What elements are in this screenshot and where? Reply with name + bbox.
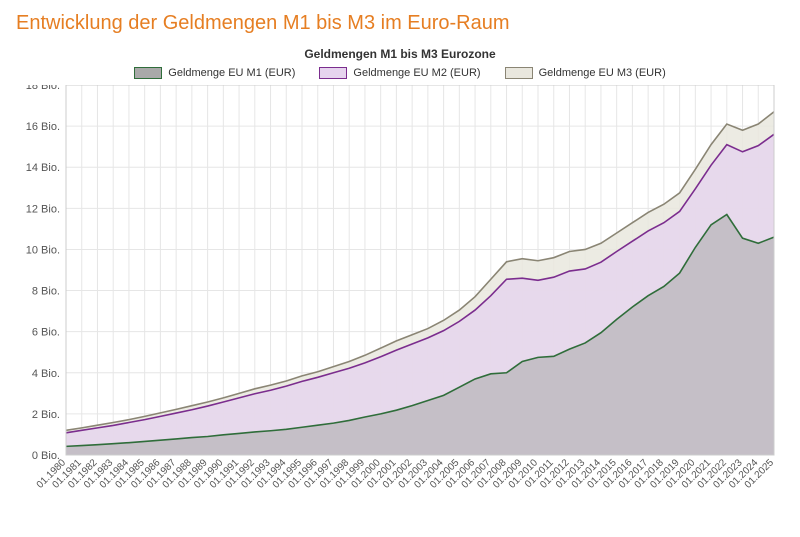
svg-text:6 Bio.: 6 Bio. xyxy=(32,327,60,339)
legend-item-m1: Geldmenge EU M1 (EUR) xyxy=(134,67,295,79)
legend-label: Geldmenge EU M2 (EUR) xyxy=(353,67,480,79)
legend-label: Geldmenge EU M1 (EUR) xyxy=(168,67,295,79)
legend-label: Geldmenge EU M3 (EUR) xyxy=(539,67,666,79)
chart-area: 0 Bio. 2 Bio. 4 Bio. 6 Bio. 8 Bio. 10 Bio. 12 … xyxy=(16,85,784,525)
svg-text:2 Bio.: 2 Bio. xyxy=(32,409,60,421)
page-title: Entwicklung der Geldmengen M1 bis M3 im … xyxy=(16,12,784,35)
svg-text:10 Bio.: 10 Bio. xyxy=(26,244,60,256)
svg-text:16 Bio.: 16 Bio. xyxy=(26,121,60,133)
svg-text:18 Bio.: 18 Bio. xyxy=(26,85,60,92)
svg-text:0 Bio.: 0 Bio. xyxy=(32,450,60,462)
chart-legend: Geldmenge EU M1 (EUR) Geldmenge EU M2 (EU… xyxy=(16,67,784,79)
legend-swatch xyxy=(134,67,162,79)
svg-text:14 Bio.: 14 Bio. xyxy=(26,162,60,174)
legend-swatch xyxy=(319,67,347,79)
area-chart-svg: 0 Bio. 2 Bio. 4 Bio. 6 Bio. 8 Bio. 10 Bio. 12 … xyxy=(16,85,784,525)
legend-item-m2: Geldmenge EU M2 (EUR) xyxy=(319,67,480,79)
chart-title: Geldmengen M1 bis M3 Eurozone xyxy=(16,47,784,61)
svg-text:4 Bio.: 4 Bio. xyxy=(32,368,60,380)
svg-text:12 Bio.: 12 Bio. xyxy=(26,203,60,215)
legend-item-m3: Geldmenge EU M3 (EUR) xyxy=(505,67,666,79)
svg-text:8 Bio.: 8 Bio. xyxy=(32,286,60,298)
legend-swatch xyxy=(505,67,533,79)
